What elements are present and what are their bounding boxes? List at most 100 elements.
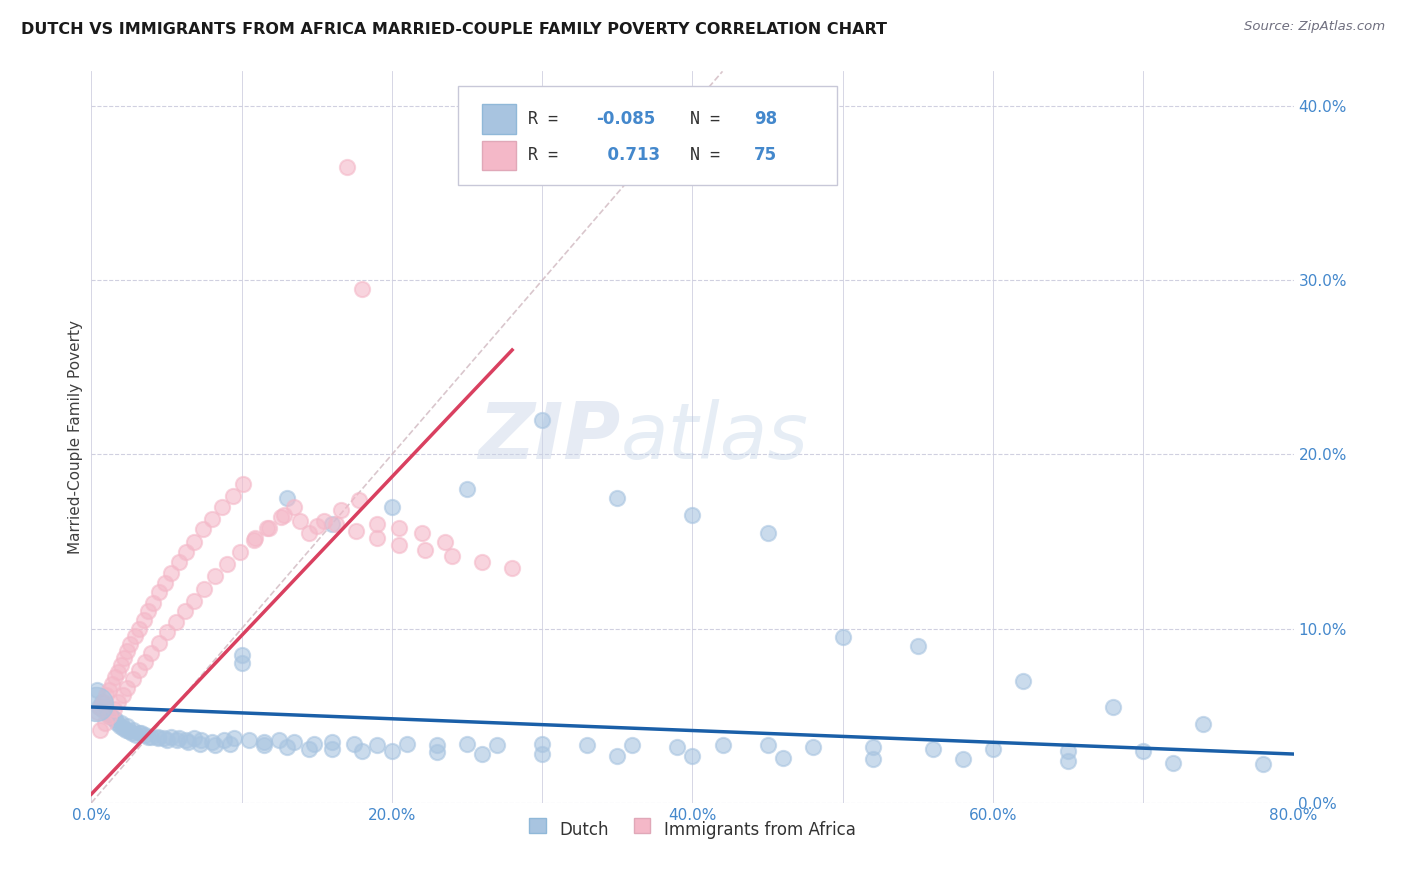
Point [711, 739, 734, 753]
Point [115, 723, 138, 737]
Point [141, 730, 163, 744]
Point [204, 569, 226, 583]
Point [104, 712, 127, 726]
Point [456, 483, 478, 497]
Point [1102, 700, 1125, 714]
Text: N =: N = [690, 146, 730, 164]
Point [253, 739, 276, 753]
Point [343, 737, 366, 751]
Point [388, 538, 411, 552]
Point [155, 625, 177, 640]
Point [1057, 743, 1080, 757]
Point [290, 514, 312, 528]
Point [232, 477, 254, 491]
Point [93, 704, 115, 718]
Point [606, 491, 628, 505]
Point [283, 735, 305, 749]
Point [952, 752, 974, 766]
FancyBboxPatch shape [482, 141, 516, 170]
FancyBboxPatch shape [458, 86, 837, 185]
Point [110, 658, 132, 673]
Point [350, 743, 373, 757]
Legend: Dutch, Immigrants from Africa: Dutch, Immigrants from Africa [523, 814, 862, 846]
Point [486, 739, 509, 753]
Point [1161, 756, 1184, 770]
Point [1192, 717, 1215, 731]
Point [471, 556, 494, 570]
Y-axis label: Married-Couple Family Poverty: Married-Couple Family Poverty [67, 320, 83, 554]
Point [153, 576, 176, 591]
Point [107, 665, 129, 680]
Point [173, 604, 195, 618]
Text: ZIP: ZIP [478, 399, 620, 475]
Point [120, 637, 142, 651]
Point [253, 735, 276, 749]
Point [103, 712, 125, 726]
Point [94, 700, 117, 714]
Point [201, 512, 224, 526]
Point [366, 739, 388, 753]
Point [84, 697, 107, 711]
Point [305, 519, 328, 533]
Point [426, 739, 449, 753]
Point [772, 750, 794, 764]
Point [231, 648, 253, 662]
Point [117, 644, 139, 658]
Point [89, 700, 111, 714]
Point [129, 726, 152, 740]
Point [276, 740, 298, 755]
Point [231, 657, 253, 671]
Text: 0.713: 0.713 [596, 146, 661, 164]
Point [269, 733, 291, 747]
Point [204, 739, 226, 753]
Point [1012, 673, 1035, 688]
Point [862, 752, 884, 766]
Point [94, 715, 117, 730]
Point [413, 543, 436, 558]
Point [224, 731, 246, 746]
Text: N =: N = [690, 110, 730, 128]
Point [89, 723, 111, 737]
Point [229, 545, 252, 559]
Point [576, 739, 599, 753]
Point [862, 740, 884, 755]
Point [190, 733, 212, 747]
Point [276, 491, 298, 505]
Point [167, 731, 190, 746]
Point [501, 560, 523, 574]
Point [238, 733, 260, 747]
Point [201, 735, 224, 749]
Point [148, 635, 170, 649]
Text: -0.085: -0.085 [596, 110, 655, 128]
Point [107, 695, 129, 709]
Point [132, 613, 155, 627]
Point [243, 531, 266, 545]
Point [347, 492, 370, 507]
Point [531, 747, 554, 761]
Text: R =: R = [527, 146, 568, 164]
Point [121, 726, 143, 740]
Point [152, 731, 174, 746]
Point [155, 733, 177, 747]
Point [212, 733, 235, 747]
Point [681, 748, 703, 763]
Point [1253, 757, 1275, 772]
Point [302, 737, 325, 751]
Point [108, 719, 131, 733]
Point [321, 517, 343, 532]
Point [756, 739, 779, 753]
Point [273, 508, 295, 523]
Point [138, 730, 160, 744]
Point [128, 622, 150, 636]
Point [90, 695, 112, 709]
Point [122, 723, 145, 737]
Point [666, 740, 689, 755]
Point [93, 695, 115, 709]
Point [606, 748, 628, 763]
Point [174, 733, 197, 747]
Point [98, 682, 121, 697]
Point [86, 705, 108, 719]
Point [344, 524, 367, 538]
Point [141, 646, 163, 660]
Point [97, 705, 120, 719]
